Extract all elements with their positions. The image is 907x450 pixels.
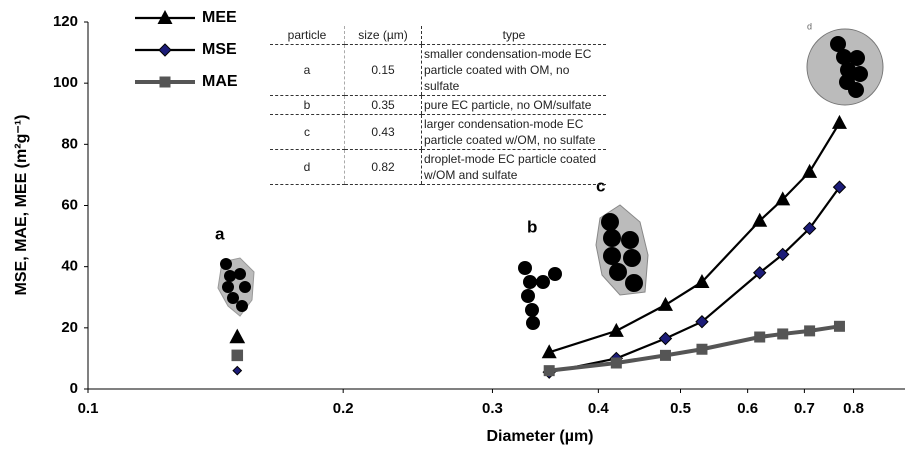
- table-cell: a: [270, 44, 345, 96]
- table-row: d 0.82 droplet-mode EC particle coated w/O…: [270, 149, 606, 185]
- x-tick-label: 0.7: [794, 400, 815, 417]
- table-cell: 0.43: [344, 114, 422, 150]
- y-axis-label: MSE, MAE, MEE (m²g⁻¹): [13, 115, 30, 296]
- annotation: b: [527, 217, 537, 236]
- annotation: c: [596, 176, 605, 195]
- x-tick-label: 0.6: [737, 400, 758, 417]
- marker: [159, 76, 171, 88]
- x-tick-label: 0.5: [670, 400, 691, 417]
- x-tick-label: 0.8: [843, 400, 864, 417]
- marker: [158, 43, 172, 57]
- x-tick-label: 0.1: [78, 400, 99, 417]
- marker: [695, 315, 709, 329]
- marker: [608, 322, 624, 337]
- marker: [802, 221, 817, 236]
- marker: [754, 331, 766, 343]
- annotation: d: [807, 21, 812, 31]
- legend-table: particle size (µm) type a 0.15 smaller conden…: [270, 26, 606, 185]
- marker: [231, 349, 244, 362]
- marker: [229, 328, 246, 344]
- y-tick-label: 80: [61, 135, 78, 152]
- legend-label: MEE: [202, 9, 237, 26]
- particle-c: [595, 204, 649, 296]
- marker: [659, 349, 671, 361]
- series-line: [548, 186, 841, 374]
- marker: [831, 114, 847, 129]
- marker: [775, 191, 791, 206]
- legend-label: MAE: [202, 73, 238, 90]
- marker: [832, 180, 847, 194]
- table-row: b 0.35 pure EC particle, no OM/sulfate: [270, 95, 606, 115]
- x-tick-label: 0.3: [482, 400, 503, 417]
- table-cell: 0.15: [344, 44, 422, 96]
- marker: [541, 344, 557, 359]
- x-tick-label: 0.4: [588, 400, 610, 417]
- marker: [833, 320, 845, 332]
- marker: [753, 266, 767, 280]
- particle-d: [806, 28, 884, 106]
- particle-b: [518, 261, 562, 330]
- table-cell: 0.82: [344, 149, 422, 185]
- table-cell: pure EC particle, no OM/sulfate: [421, 95, 606, 115]
- table-cell: droplet-mode EC particle coated w/OM and…: [421, 149, 606, 185]
- table-cell: b: [270, 95, 345, 115]
- x-tick-label: 0.2: [333, 400, 354, 417]
- header-cell: type: [421, 26, 606, 45]
- series-line: [548, 324, 840, 373]
- marker: [694, 273, 710, 288]
- table-row: a 0.15 smaller condensation-mode EC partic…: [270, 44, 606, 96]
- table-cell: smaller condensation-mode EC particle co…: [421, 44, 606, 96]
- table-cell: c: [270, 114, 345, 150]
- header-cell: particle: [270, 26, 345, 45]
- legend-label: MSE: [202, 41, 237, 58]
- marker: [776, 247, 790, 262]
- marker: [157, 10, 173, 24]
- annotation: a: [215, 224, 225, 243]
- marker: [543, 365, 555, 377]
- marker: [804, 325, 816, 337]
- table-header: particle size (µm) type: [270, 26, 606, 45]
- y-tick-label: 20: [61, 319, 78, 336]
- marker: [777, 328, 789, 340]
- marker: [802, 163, 818, 178]
- y-tick-label: 40: [61, 258, 78, 275]
- y-tick-label: 100: [53, 74, 78, 91]
- marker: [658, 331, 673, 346]
- header-cell: size (µm): [344, 26, 422, 45]
- y-tick-label: 120: [53, 13, 78, 30]
- marker: [232, 365, 243, 376]
- table-cell: 0.35: [344, 95, 422, 115]
- table-cell: d: [270, 149, 345, 185]
- y-tick-label: 60: [61, 196, 78, 213]
- marker: [696, 343, 708, 355]
- marker: [657, 296, 673, 311]
- marker: [752, 212, 768, 227]
- particle-a: [217, 257, 255, 317]
- x-axis-label: Diameter (µm): [486, 428, 593, 445]
- y-tick-label: 0: [70, 380, 78, 397]
- marker: [610, 357, 622, 369]
- table-cell: larger condensation-mode EC particle coa…: [421, 114, 606, 150]
- table-row: c 0.43 larger condensation-mode EC particl…: [270, 114, 606, 150]
